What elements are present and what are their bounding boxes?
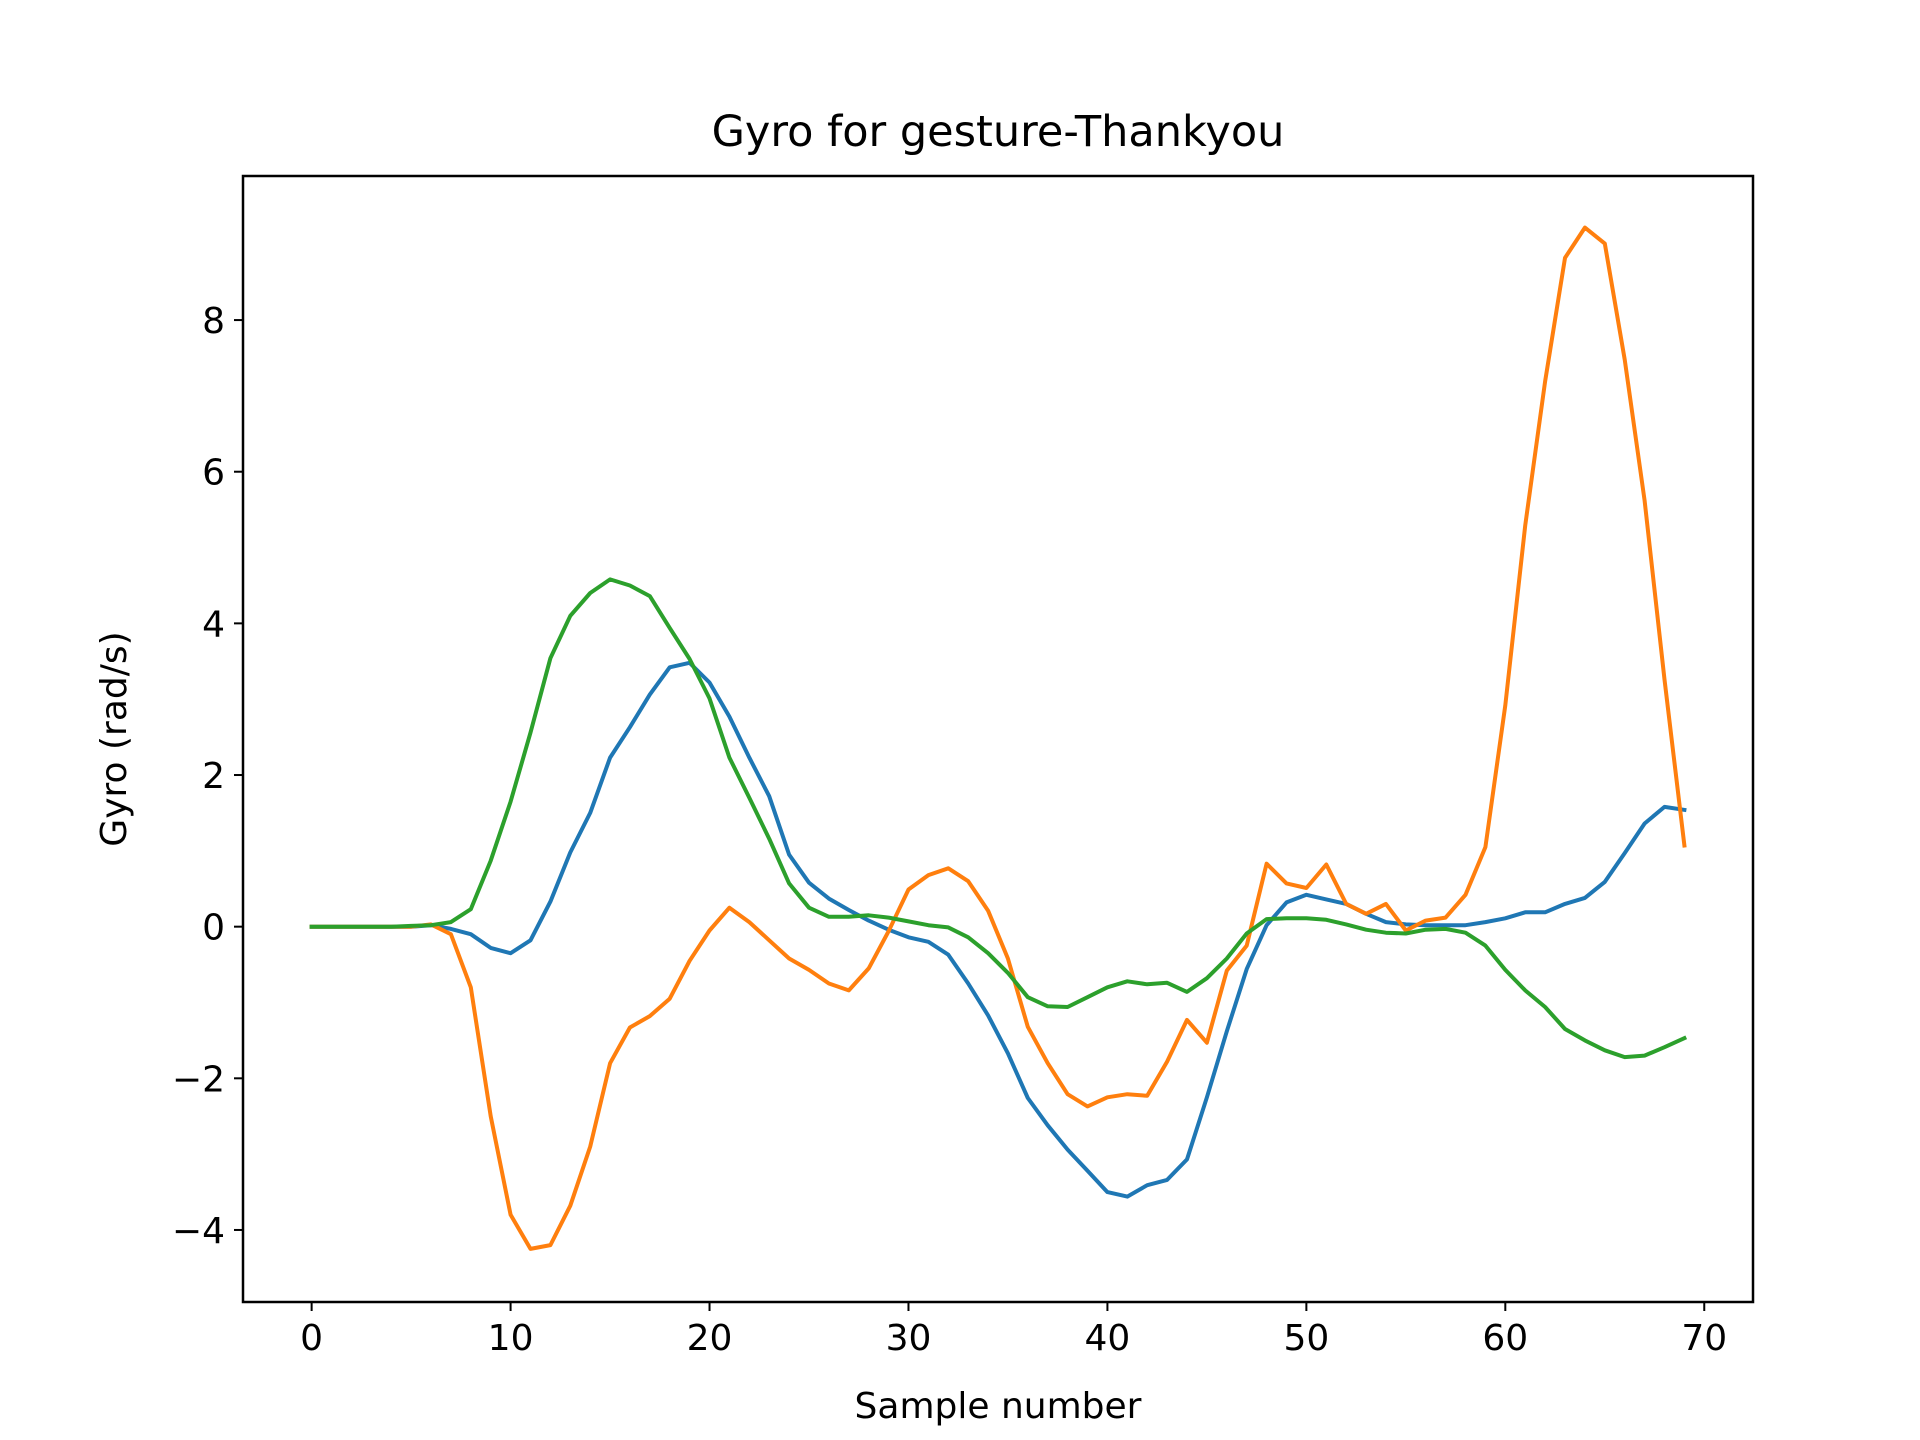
axes-layer: 0 10 20 30 40 50 60 70 −4 −2 0 2 4 6 8 (172, 301, 1727, 1359)
y-tick-label: 0 (202, 908, 225, 949)
y-tick-label: 6 (202, 453, 225, 494)
chart-title: Gyro for gesture-Thankyou (712, 107, 1285, 157)
x-tick-label: 60 (1482, 1318, 1528, 1359)
plot-area-frame (243, 176, 1753, 1302)
x-tick-label: 70 (1681, 1318, 1727, 1359)
series-line-gyro-y (312, 228, 1685, 1249)
x-tick-label: 20 (687, 1318, 733, 1359)
y-tick-label: −2 (172, 1059, 225, 1100)
x-tick-label: 40 (1085, 1318, 1131, 1359)
x-tick-label: 50 (1283, 1318, 1329, 1359)
x-axis-label: Sample number (855, 1386, 1142, 1427)
y-tick-label: 4 (202, 604, 225, 645)
x-tick-label: 10 (488, 1318, 534, 1359)
x-tick-label: 30 (886, 1318, 932, 1359)
series-line-gyro-z (312, 579, 1685, 1057)
y-tick-label: −4 (172, 1211, 225, 1252)
y-tick-label: 8 (202, 301, 225, 342)
y-tick-label: 2 (202, 756, 225, 797)
x-tick-label: 0 (300, 1318, 323, 1359)
series-layer (312, 228, 1685, 1249)
y-axis-label: Gyro (rad/s) (94, 631, 135, 846)
